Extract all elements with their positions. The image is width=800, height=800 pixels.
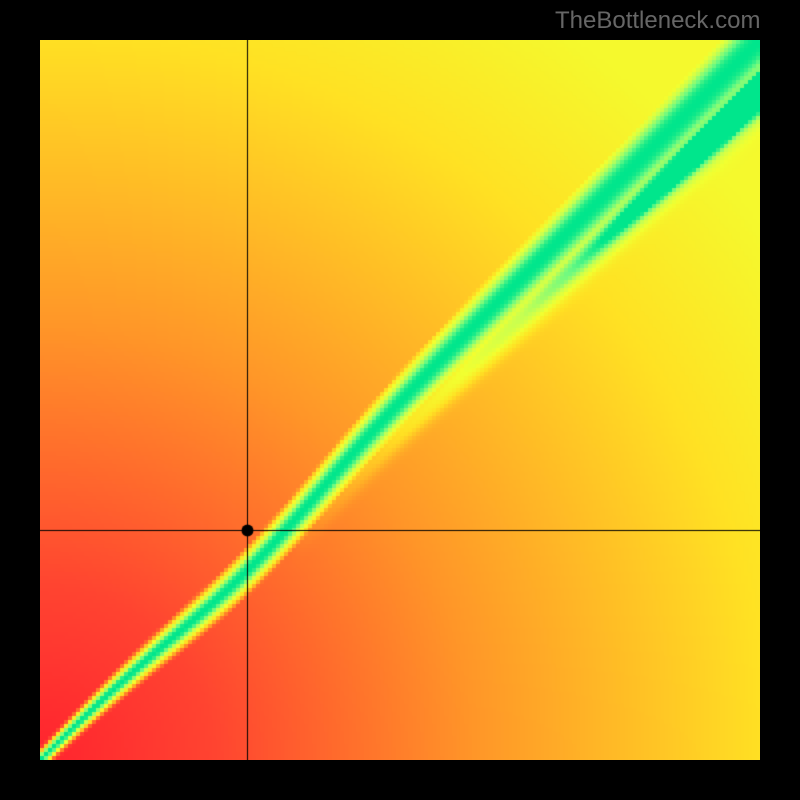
bottleneck-heatmap bbox=[40, 40, 760, 760]
watermark-text: TheBottleneck.com bbox=[555, 7, 760, 35]
chart-container: { "watermark": { "text": "TheBottleneck.… bbox=[0, 0, 800, 800]
